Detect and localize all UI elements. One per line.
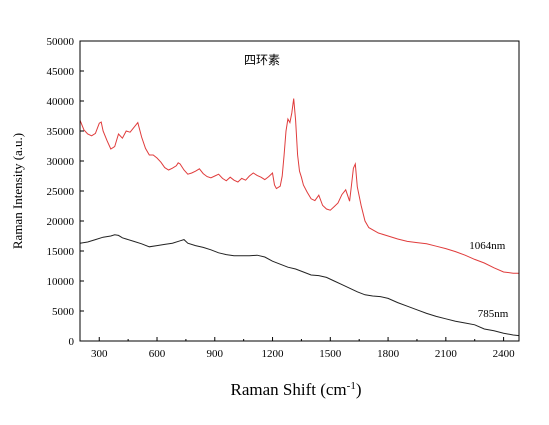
x-tick-label: 900	[207, 348, 224, 360]
x-tick-label: 1500	[319, 348, 342, 360]
y-axis-label: Raman Intensity (a.u.)	[10, 133, 25, 249]
y-tick-label: 15000	[47, 246, 75, 258]
series-annotation-1064nm: 1064nm	[469, 240, 506, 252]
x-tick-label: 1200	[262, 348, 285, 360]
x-axis-label-sup: -1	[347, 380, 356, 392]
x-tick-label: 1800	[377, 348, 400, 360]
y-tick-label: 50000	[47, 36, 75, 48]
x-axis-label-close: )	[356, 380, 362, 399]
y-tick-label: 20000	[47, 216, 75, 228]
series-line-785nm	[79, 234, 520, 337]
y-tick-label: 10000	[47, 276, 75, 288]
x-tick-label: 300	[91, 348, 108, 360]
y-tick-label: 40000	[47, 96, 75, 108]
x-axis-label-main: Raman Shift (cm	[231, 380, 347, 399]
y-tick-label: 25000	[47, 186, 75, 198]
chart-title: 四环素	[244, 53, 280, 67]
x-tick-label: 2400	[493, 348, 516, 360]
plot-frame	[79, 40, 520, 342]
x-tick-label: 2100	[435, 348, 458, 360]
y-tick-label: 45000	[47, 66, 75, 78]
y-tick-label: 30000	[47, 156, 75, 168]
x-tick-label: 600	[149, 348, 166, 360]
annotation-layer: 1064nm 785nm	[469, 240, 509, 320]
y-tick-label: 5000	[52, 306, 75, 318]
tick-layer: 300 600 900 1200 1500 1800 2100 2400 0 5000 10000 1…	[47, 36, 516, 360]
series-annotation-785nm: 785nm	[478, 308, 509, 320]
series-line-1064nm	[79, 98, 519, 274]
y-tick-label: 35000	[47, 126, 75, 138]
y-tick-label: 0	[69, 336, 75, 348]
series-layer	[79, 98, 520, 337]
x-axis-label: Raman Shift (cm-1)	[231, 380, 362, 399]
